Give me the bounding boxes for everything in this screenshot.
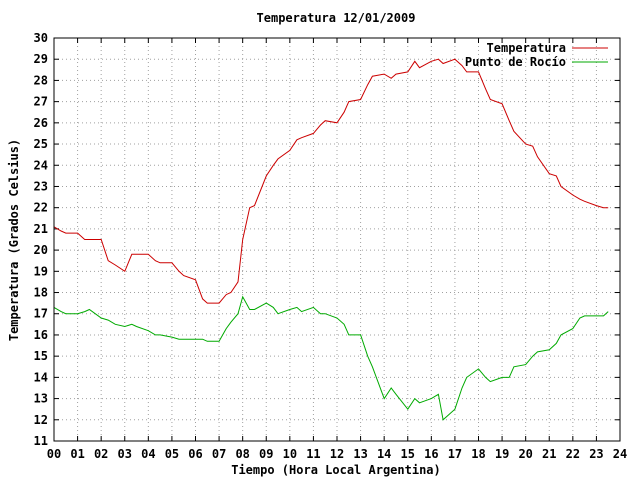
y-tick-label: 14 [34,370,48,384]
y-tick-label: 19 [34,264,48,278]
x-tick-label: 23 [589,447,603,461]
x-tick-label: 12 [330,447,344,461]
x-tick-label: 08 [235,447,249,461]
x-tick-label: 21 [542,447,556,461]
plot-frame [53,37,621,442]
y-tick-label: 26 [34,116,48,130]
y-tick-label: 21 [34,222,48,236]
y-tick-label: 16 [34,328,48,342]
x-tick-label: 19 [495,447,509,461]
y-tick-label: 11 [34,434,48,448]
series-line-temperatura [53,58,609,304]
x-tick-label: 15 [401,447,415,461]
x-tick-label: 14 [377,447,391,461]
series-lines [53,58,609,421]
y-tick-label: 27 [34,95,48,109]
y-tick-label: 22 [34,201,48,215]
axis-ticks: 11 12 13 14 15 16 17 18 19 20 21 22 23 24 25 26 27 28 29 30… [34,31,628,461]
legend-label: Temperatura [487,41,566,55]
y-tick-label: 28 [34,73,48,87]
x-tick-label: 13 [353,447,367,461]
series-line-punto-de-rocio [53,295,609,421]
x-tick-label: 02 [94,447,108,461]
y-tick-label: 24 [34,158,48,172]
gridlines [54,38,620,441]
y-axis-label: Temperatura (Grados Celsius) [7,139,21,341]
x-tick-label: 11 [306,447,320,461]
x-tick-label: 18 [471,447,485,461]
legend-label: Punto de Rocío [465,55,566,69]
x-tick-label: 09 [259,447,273,461]
x-tick-label: 05 [165,447,179,461]
x-tick-label: 01 [70,447,84,461]
x-tick-label: 07 [212,447,226,461]
y-tick-label: 25 [34,137,48,151]
x-tick-label: 24 [613,447,627,461]
x-tick-label: 22 [566,447,580,461]
x-tick-label: 00 [47,447,61,461]
x-tick-label: 10 [283,447,297,461]
y-tick-label: 30 [34,31,48,45]
y-tick-label: 15 [34,349,48,363]
y-tick-label: 12 [34,413,48,427]
x-tick-label: 17 [448,447,462,461]
x-tick-label: 16 [424,447,438,461]
x-tick-label: 03 [118,447,132,461]
y-tick-label: 29 [34,52,48,66]
y-tick-label: 13 [34,392,48,406]
x-tick-label: 04 [141,447,155,461]
x-tick-label: 20 [518,447,532,461]
y-tick-label: 23 [34,179,48,193]
y-tick-label: 17 [34,307,48,321]
x-axis-label: Tiempo (Hora Local Argentina) [231,463,441,477]
y-tick-label: 18 [34,286,48,300]
chart-title: Temperatura 12/01/2009 [257,11,416,25]
x-tick-label: 06 [188,447,202,461]
y-tick-label: 20 [34,243,48,257]
